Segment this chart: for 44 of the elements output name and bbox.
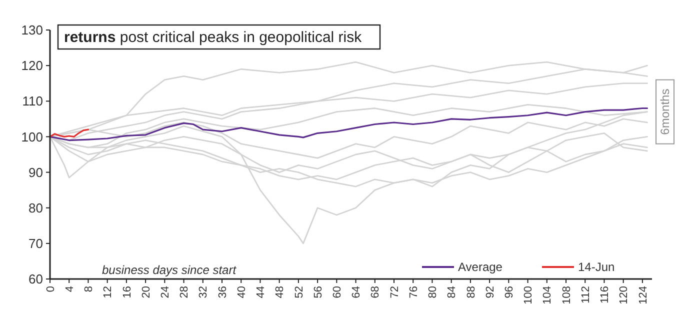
- x-tick-label: 56: [312, 286, 324, 298]
- y-tick-label: 80: [28, 200, 43, 216]
- x-tick-label: 112: [580, 286, 592, 304]
- y-tick-label: 70: [28, 236, 43, 251]
- x-tick-label: 68: [370, 286, 382, 298]
- y-tick-label: 130: [21, 22, 43, 38]
- x-tick-label: 120: [618, 286, 630, 304]
- x-tick-label: 52: [293, 286, 306, 298]
- x-tick-label: 20: [140, 286, 152, 298]
- x-tick-label: 44: [255, 286, 268, 298]
- x-tick-label: 100: [522, 286, 535, 304]
- x-tick-label: 8: [83, 286, 96, 292]
- x-tick-label: 104: [542, 286, 554, 304]
- y-tick-label: 100: [21, 129, 43, 144]
- x-tick-label: 32: [198, 286, 210, 298]
- x-tick-label: 24: [160, 286, 172, 298]
- x-tick-label: 96: [504, 286, 516, 298]
- x-tick-label: 64: [350, 286, 363, 298]
- legend-label: 14-Jun: [578, 260, 615, 274]
- x-tick-label: 28: [178, 286, 191, 298]
- x-tick-label: 108: [560, 286, 573, 304]
- legend-label: Average: [458, 260, 503, 274]
- annotation: business days since start: [102, 263, 237, 277]
- x-tick-label: 0: [44, 286, 57, 292]
- x-tick-label: 88: [465, 286, 478, 298]
- x-tick-label: 116: [599, 286, 612, 304]
- y-tick-label: 120: [21, 58, 43, 74]
- x-tick-label: 80: [427, 286, 440, 298]
- text: 6months: [658, 88, 672, 135]
- x-tick-label: 4: [64, 286, 76, 292]
- y-tick-label: 90: [28, 164, 43, 180]
- x-tick-label: 92: [484, 286, 496, 298]
- x-tick-label: 40: [236, 286, 248, 298]
- x-tick-label: 36: [216, 286, 229, 298]
- x-tick-label: 48: [274, 286, 286, 298]
- y-tick-label: 110: [22, 94, 43, 109]
- chart-title: returns post critical peaks in geopolitical risk: [64, 29, 362, 46]
- x-tick-label: 60: [332, 286, 344, 298]
- x-tick-label: 12: [102, 286, 114, 298]
- x-tick-label: 72: [388, 286, 401, 298]
- x-tick-label: 16: [121, 286, 134, 298]
- x-tick-label: 84: [446, 286, 458, 298]
- x-tick-label: 124: [637, 286, 650, 304]
- x-tick-label: 76: [408, 286, 420, 298]
